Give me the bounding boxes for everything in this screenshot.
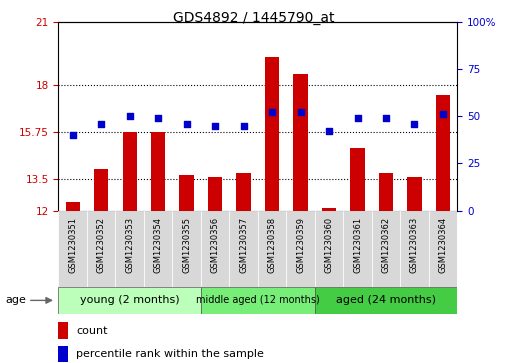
Bar	[172, 211, 201, 287]
Text: GSM1230360: GSM1230360	[325, 217, 334, 273]
Bar	[236, 173, 250, 211]
Text: middle aged (12 months): middle aged (12 months)	[196, 295, 320, 305]
Point	[154, 115, 162, 121]
Bar	[151, 132, 165, 211]
Text: age: age	[5, 295, 26, 305]
Bar	[94, 168, 108, 211]
Bar	[208, 177, 222, 211]
Bar	[379, 173, 393, 211]
Text: GSM1230357: GSM1230357	[239, 217, 248, 273]
Bar	[58, 287, 201, 314]
Point	[97, 121, 105, 127]
Point	[182, 121, 190, 127]
Text: GDS4892 / 1445790_at: GDS4892 / 1445790_at	[173, 11, 335, 25]
Bar	[66, 202, 80, 211]
Text: percentile rank within the sample: percentile rank within the sample	[76, 350, 264, 359]
Bar	[287, 211, 315, 287]
Text: count: count	[76, 326, 108, 336]
Bar	[343, 211, 372, 287]
Bar	[322, 208, 336, 211]
Bar	[201, 211, 229, 287]
Bar	[115, 211, 144, 287]
Point	[439, 111, 447, 117]
Text: young (2 months): young (2 months)	[80, 295, 179, 305]
Bar	[429, 211, 457, 287]
Bar	[229, 211, 258, 287]
Point	[268, 110, 276, 115]
Point	[325, 129, 333, 134]
Bar	[122, 132, 137, 211]
Point	[211, 123, 219, 129]
Bar	[144, 211, 172, 287]
Text: GSM1230351: GSM1230351	[68, 217, 77, 273]
Text: GSM1230353: GSM1230353	[125, 217, 134, 273]
Text: aged (24 months): aged (24 months)	[336, 295, 436, 305]
Point	[125, 113, 134, 119]
Point	[297, 110, 305, 115]
Bar	[407, 177, 422, 211]
Bar	[372, 211, 400, 287]
Bar	[294, 74, 308, 211]
Bar	[179, 175, 194, 211]
Point	[69, 132, 77, 138]
Text: GSM1230359: GSM1230359	[296, 217, 305, 273]
Text: GSM1230354: GSM1230354	[153, 217, 163, 273]
Point	[410, 121, 419, 127]
Text: GSM1230364: GSM1230364	[438, 217, 448, 273]
Text: GSM1230355: GSM1230355	[182, 217, 191, 273]
Bar	[315, 211, 343, 287]
Bar	[351, 148, 365, 211]
Point	[354, 115, 362, 121]
Point	[239, 123, 247, 129]
Bar	[258, 211, 287, 287]
Point	[382, 115, 390, 121]
Bar	[58, 322, 69, 339]
Bar	[58, 346, 69, 362]
Text: GSM1230362: GSM1230362	[382, 217, 391, 273]
Bar	[265, 57, 279, 211]
Bar	[58, 211, 87, 287]
Bar	[436, 95, 450, 211]
Text: GSM1230356: GSM1230356	[211, 217, 219, 273]
Text: GSM1230363: GSM1230363	[410, 217, 419, 273]
Bar	[87, 211, 115, 287]
Bar	[315, 287, 457, 314]
Text: GSM1230352: GSM1230352	[97, 217, 106, 273]
Bar	[201, 287, 315, 314]
Text: GSM1230361: GSM1230361	[353, 217, 362, 273]
Bar	[400, 211, 429, 287]
Text: GSM1230358: GSM1230358	[268, 217, 276, 273]
